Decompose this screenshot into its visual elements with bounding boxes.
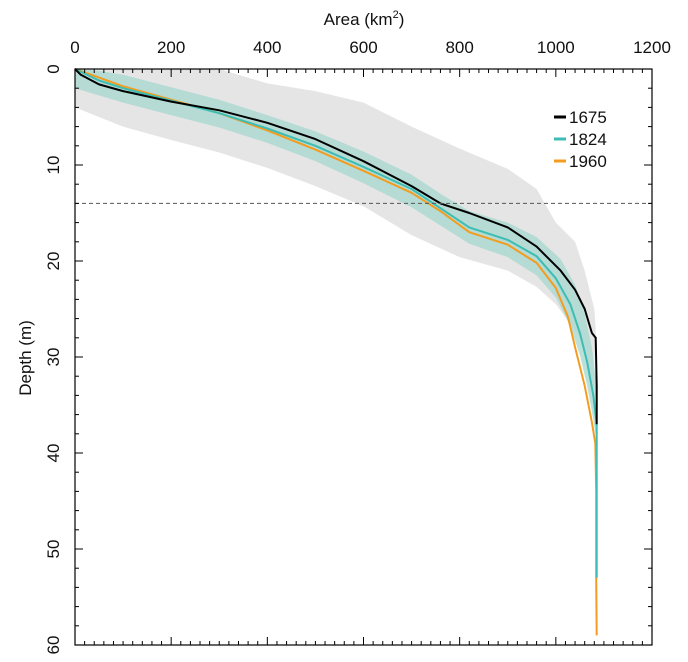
x-tick-label: 400 <box>253 38 281 57</box>
uncertainty-bands <box>75 69 597 444</box>
y-tick-label: 30 <box>44 348 63 367</box>
x-tick-label: 600 <box>349 38 377 57</box>
series-lines <box>74 68 598 636</box>
y-tick-label: 60 <box>44 636 63 655</box>
x-axis-ticks: 0 200 400 600 800 1000 1200 <box>70 38 671 645</box>
legend-label-1824: 1824 <box>569 130 607 149</box>
legend: 1675 1824 1960 <box>554 108 607 171</box>
y-axis-ticks: 0 10 20 30 40 50 60 <box>44 64 652 654</box>
x-axis-label: Area (km2) <box>324 9 405 29</box>
uncertainty-band-2 <box>75 69 597 444</box>
y-axis-label: Depth (m) <box>16 320 35 396</box>
y-tick-label: 10 <box>44 156 63 175</box>
x-tick-label: 0 <box>70 38 79 57</box>
y-tick-label: 20 <box>44 252 63 271</box>
legend-label-1960: 1960 <box>569 152 607 171</box>
x-tick-label: 1200 <box>633 38 671 57</box>
y-tick-label: 50 <box>44 540 63 559</box>
legend-label-1675: 1675 <box>569 108 607 127</box>
x-tick-label: 1000 <box>537 38 575 57</box>
x-tick-label: 800 <box>445 38 473 57</box>
x-tick-label: 200 <box>157 38 185 57</box>
y-tick-label: 40 <box>44 444 63 463</box>
y-tick-label: 0 <box>44 64 63 73</box>
